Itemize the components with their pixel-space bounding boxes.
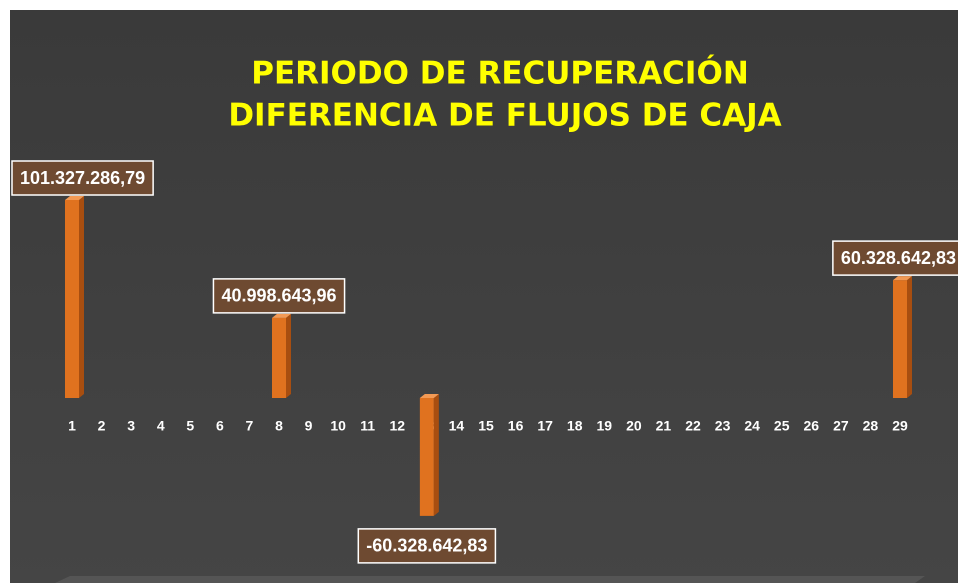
chart-title: DIFERENCIA DE FLUJOS DE CAJA [228,98,781,134]
x-tick-label: 28 [863,418,879,434]
bar [893,280,907,398]
bar-side [286,313,291,398]
bar-top [272,313,291,318]
x-tick-label: 2 [98,418,106,434]
data-label: 101.327.286,79 [20,168,145,188]
x-tick-label: 3 [127,418,135,434]
data-label: 40.998.643,96 [221,286,336,306]
data-label-box [832,240,958,276]
x-tick-label: 4 [157,418,165,434]
x-tick-label: 29 [892,418,908,434]
bar-side [907,276,912,398]
x-tick-label: 1 [68,418,76,434]
bar-top [65,196,84,200]
x-tick-label: 6 [216,418,224,434]
bar-side [433,394,439,516]
x-tick-label: 10 [330,418,346,434]
x-tick-label: 12 [389,418,405,434]
x-tick-label: 27 [833,418,849,434]
chart-title: PERIODO DE RECUPERACIÓN [251,55,749,92]
plot-background [10,10,958,583]
bar [272,317,286,398]
x-tick-label: 23 [715,418,731,434]
bar-top [419,394,439,398]
bar [65,200,79,398]
x-tick-label: 26 [803,418,819,434]
x-tick-label: 14 [449,418,465,434]
x-tick-label: 21 [656,418,672,434]
x-tick-label: 15 [478,418,494,434]
x-tick-label: 19 [596,418,612,434]
x-tick-label: 17 [537,418,553,434]
x-tick-label: 11 [360,418,375,434]
x-tick-label: 25 [774,418,790,434]
x-tick-label: 18 [567,418,583,434]
bar-top [893,276,912,281]
x-tick-label: 9 [305,418,313,434]
x-tick-label: 20 [626,418,642,434]
data-label-box [357,528,497,564]
bar [419,398,434,516]
x-tick-label: 7 [246,418,254,434]
x-tick-label: 5 [186,418,194,434]
x-tick-label: 24 [744,418,760,434]
data-label-box [212,278,346,314]
data-label: 60.328.642,83 [841,248,956,268]
data-label: -60.328.642,83 [366,536,487,556]
x-tick-label: 22 [685,418,701,434]
x-tick-label: 16 [508,418,524,434]
bar-side [79,196,84,398]
x-tick-label: 8 [275,418,283,434]
floor [55,576,925,583]
data-label-box [11,160,154,196]
